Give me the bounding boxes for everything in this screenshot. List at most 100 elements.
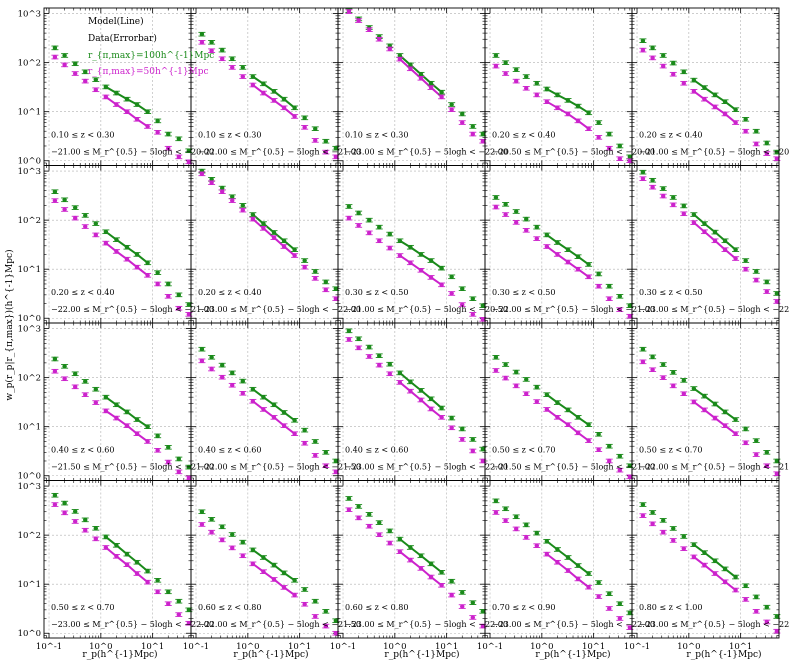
data-point-p100 [522,216,530,222]
data-point-p100 [574,254,582,259]
data-point-p100 [280,238,288,244]
data-point-p100 [721,238,729,244]
data-point-p100 [585,571,593,576]
data-point-p50 [700,407,708,413]
data-point-p50 [92,400,100,405]
data-point-p100 [406,244,414,250]
data-point-p50 [543,99,551,104]
data-point-p50 [61,62,69,68]
data-point-p100 [680,378,688,383]
data-point-p50 [208,180,216,185]
data-point-p50 [522,86,530,91]
data-point-p100 [448,102,456,107]
y-tick-label: 10^1 [18,580,41,590]
data-point-p100 [438,89,446,95]
data-point-p50 [301,440,309,446]
data-point-p100 [742,117,750,122]
x-tick-label: 10^-1 [624,642,650,652]
redshift-range-label: 0.20 ≤ z < 0.40 [639,131,702,140]
data-point-p100 [133,417,141,422]
y-tick-label: 10^1 [18,423,41,433]
data-point-p50 [133,571,141,576]
data-point-p50 [112,415,120,421]
data-point-p50 [102,94,110,100]
data-point-p100 [659,53,667,58]
data-point-p50 [564,422,572,427]
data-point-p50 [659,529,667,535]
data-point-p50 [448,107,456,112]
x-axis-label: r_p(h^{-1}Mpc) [535,649,610,660]
data-point-p100 [92,386,100,392]
panel-grid: 0.10 ≤ z < 0.30 −21.00 ≤ M_r^{0.5} − 5log… [18,7,789,652]
data-point-p50 [595,594,603,599]
magnitude-range-label: −23.00 ≤ M_r^{0.5} − 5logh < −22.00 [639,305,789,314]
data-point-p100 [763,604,771,610]
data-point-p100 [102,394,110,400]
data-point-p50 [406,66,414,72]
data-point-p50 [502,375,510,381]
data-point-p50 [144,124,152,129]
data-point-p50 [711,415,719,421]
data-point-p50 [375,238,383,244]
data-point-p50 [102,408,110,414]
redshift-range-label: 0.80 ≤ z < 1.00 [639,603,702,612]
data-point-p50 [102,545,110,550]
data-point-p50 [198,171,206,177]
data-point-p100 [345,496,353,501]
data-point-p100 [92,525,100,531]
panel: 0.40 ≤ z < 0.60 −22.00 ≤ M_r^{0.5} − 5log… [190,322,361,481]
data-point-p100 [164,131,172,137]
data-point-p100 [605,591,613,596]
x-tick-label: 10^-1 [183,642,209,652]
panel: 0.30 ≤ z < 0.50 −21.00 ≤ M_r^{0.5} − 5log… [337,165,508,324]
data-point-p50 [773,471,781,477]
data-point-p50 [365,27,373,32]
data-point-p100 [112,237,120,242]
data-point-p100 [208,517,216,522]
data-point-p100 [345,204,353,209]
data-point-p50 [752,141,760,147]
data-point-p50 [669,71,677,77]
data-point-p100 [649,354,657,360]
data-point-p100 [469,600,477,605]
data-point-p100 [564,407,572,413]
x-tick-label: 10^-1 [330,642,356,652]
redshift-range-label: 0.50 ≤ z < 0.70 [639,446,702,455]
data-point-p100 [228,532,236,537]
redshift-range-label: 0.10 ≤ z < 0.30 [51,131,114,140]
data-point-p100 [533,80,541,86]
data-point-p50 [345,9,353,14]
data-point-p100 [700,393,708,399]
data-point-p50 [270,577,278,582]
panel-frame [190,165,339,324]
data-point-p100 [71,509,79,514]
data-point-p50 [763,463,771,469]
x-axis-label: r_p(h^{-1}Mpc) [82,649,157,660]
data-point-p50 [386,245,394,251]
data-point-p100 [458,426,466,432]
data-point-p50 [175,305,183,311]
data-point-p50 [469,131,477,137]
data-point-p100 [406,379,414,385]
data-point-p50 [375,362,383,368]
data-point-p50 [123,423,131,428]
data-point-p50 [81,527,89,533]
magnitude-range-label: −23.00 ≤ M_r^{0.5} − 5logh < −22.00 [198,305,361,314]
data-point-p100 [502,362,510,367]
data-point-p100 [406,62,414,68]
legend: Model(Line) Data(Errorbar) r_{π,max}=100… [88,16,214,77]
data-point-p50 [51,54,59,60]
x-tick-label: 10^1 [141,642,164,652]
data-point-p50 [208,366,216,372]
data-point-p50 [154,281,162,287]
data-point-p100 [458,286,466,291]
data-point-p50 [291,592,299,598]
data-point-p100 [595,432,603,437]
data-point-p100 [438,569,446,575]
data-point-p100 [218,362,226,368]
data-point-p50 [732,587,740,593]
data-point-p50 [574,266,582,272]
data-point-p50 [438,415,446,420]
data-point-p50 [639,359,647,365]
data-point-p100 [711,558,719,564]
